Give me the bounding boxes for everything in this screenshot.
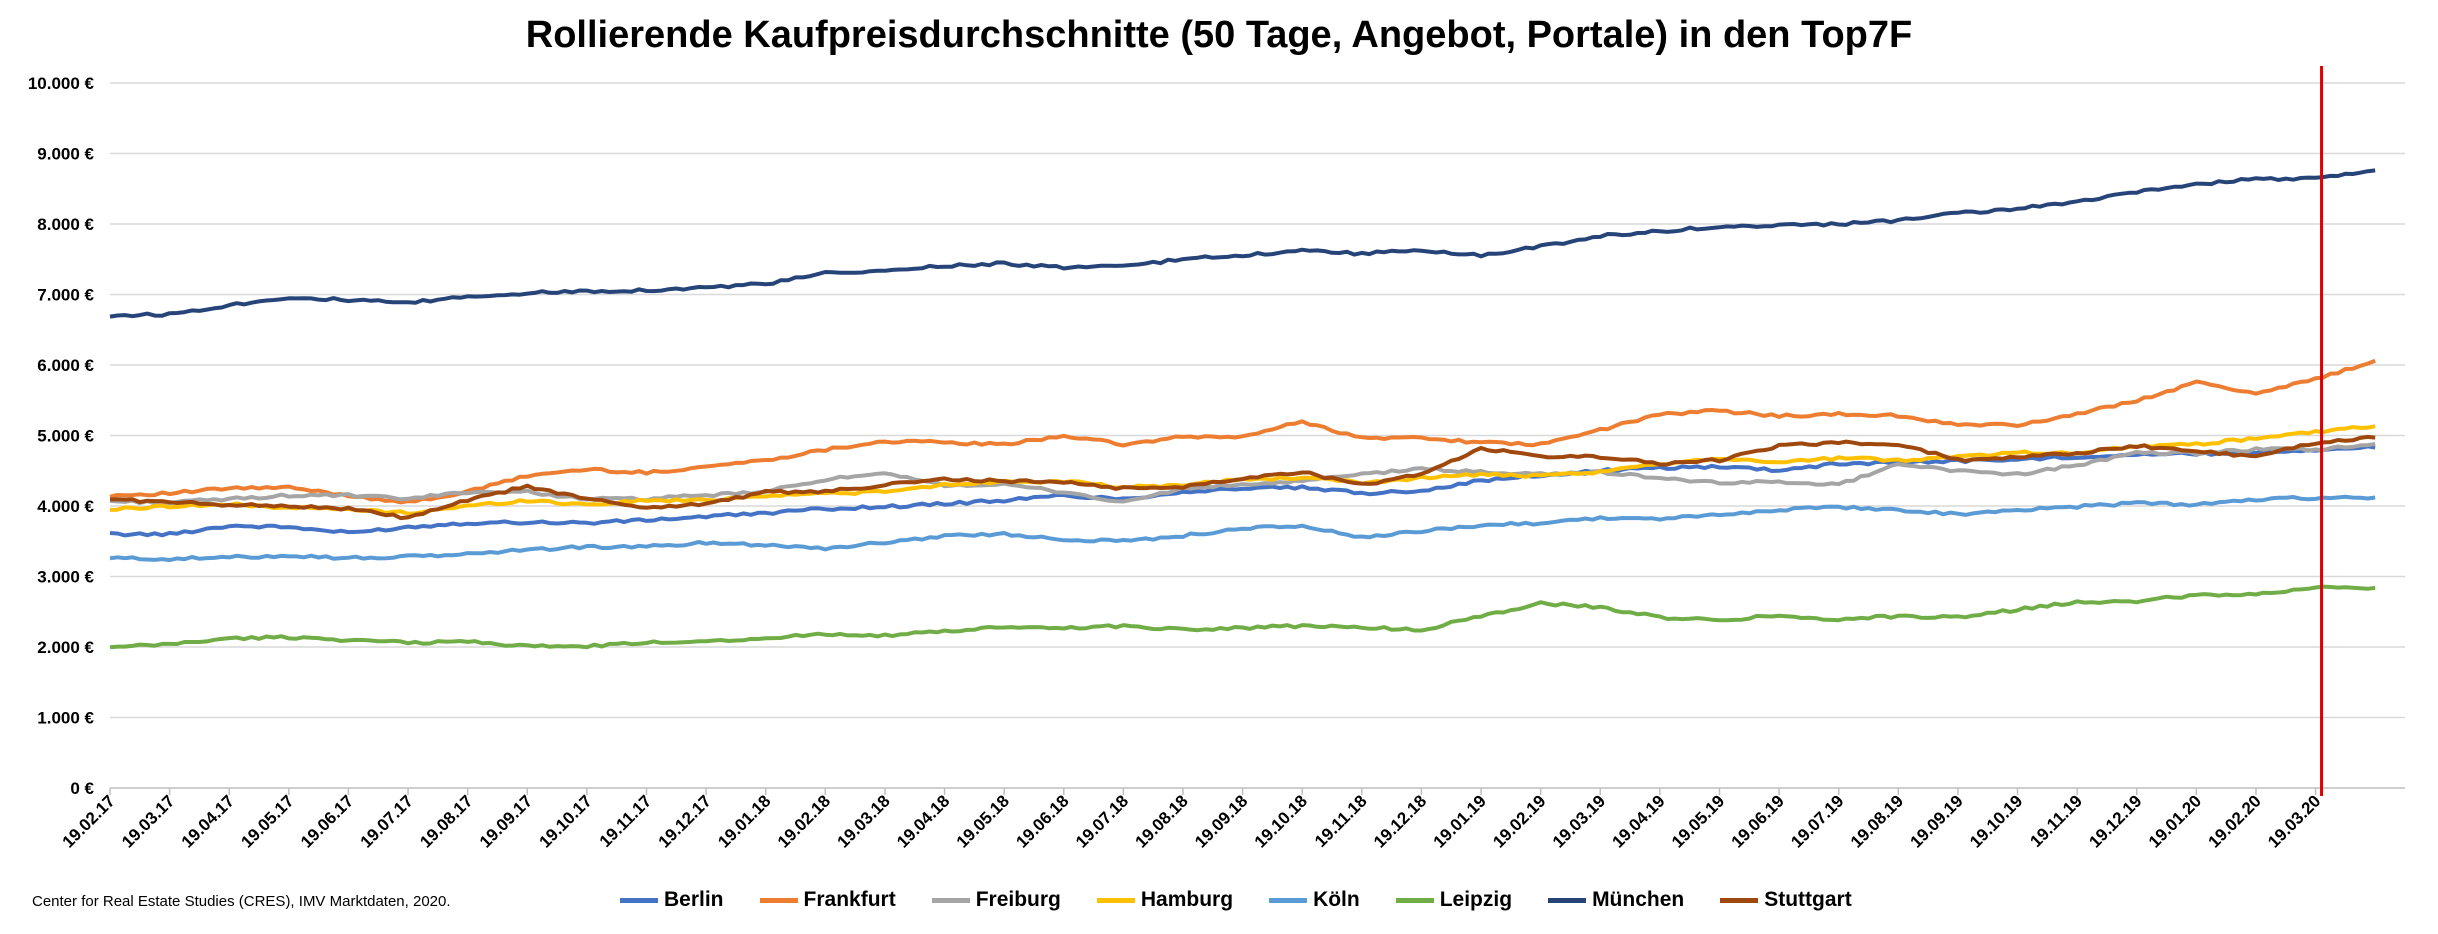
x-tick-label: 19.06.18 xyxy=(1012,791,1072,851)
x-tick-label: 19.08.17 xyxy=(416,791,476,851)
x-tick-label: 19.08.19 xyxy=(1847,791,1907,851)
y-tick-label: 3.000 € xyxy=(37,568,94,587)
series-line-münchen xyxy=(109,168,2376,319)
y-tick-label: 4.000 € xyxy=(37,497,94,516)
legend-label: Leipzig xyxy=(1439,888,1513,911)
source-note: Center for Real Estate Studies (CRES), I… xyxy=(32,893,451,910)
x-tick-label: 19.01.19 xyxy=(1430,791,1490,851)
legend-swatch xyxy=(620,897,658,903)
legend-label: Freiburg xyxy=(975,888,1061,911)
x-tick-label: 19.10.18 xyxy=(1251,791,1311,851)
x-tick-label: 19.12.19 xyxy=(2085,791,2145,851)
legend-label: Berlin xyxy=(664,888,724,911)
x-tick-label: 19.09.18 xyxy=(1191,791,1251,851)
x-tick-label: 19.08.18 xyxy=(1132,791,1192,851)
x-tick-label: 19.07.19 xyxy=(1787,791,1847,851)
x-tick-label: 19.12.18 xyxy=(1370,791,1430,851)
x-tick-label: 19.01.18 xyxy=(714,791,774,851)
legend: Berlin Frankfurt Freiburg Hamburg Köln Leipzi… xyxy=(620,888,1852,912)
y-tick-label: 10.000 € xyxy=(28,74,95,93)
y-tick-label: 2.000 € xyxy=(37,638,94,657)
series-line-stuttgart xyxy=(109,434,2376,521)
y-tick-label: 6.000 € xyxy=(37,356,94,375)
x-tick-label: 19.05.19 xyxy=(1668,791,1728,851)
series-line-köln xyxy=(109,494,2376,563)
y-tick-label: 7.000 € xyxy=(37,286,94,305)
x-tick-label: 19.04.19 xyxy=(1608,791,1668,851)
x-tick-label: 19.03.19 xyxy=(1549,791,1609,851)
series-line-frankfurt xyxy=(109,358,2376,505)
legend-item: Hamburg xyxy=(1096,888,1234,912)
series-line-freiburg xyxy=(109,442,2376,506)
legend-swatch xyxy=(1395,897,1434,903)
x-tick-label: 19.09.17 xyxy=(476,791,536,851)
x-tick-label: 19.03.17 xyxy=(118,791,178,851)
series-line-berlin xyxy=(109,444,2376,538)
x-tick-label: 19.02.18 xyxy=(774,791,834,851)
legend-item: Berlin xyxy=(620,888,724,912)
series-layer xyxy=(109,168,2376,650)
legend-item: Köln xyxy=(1269,888,1360,912)
x-tick-label: 19.07.18 xyxy=(1072,791,1132,851)
x-tick-label: 19.06.19 xyxy=(1728,791,1788,851)
legend-label: Stuttgart xyxy=(1764,888,1852,911)
legend-label: München xyxy=(1592,888,1685,911)
x-tick-label: 19.02.20 xyxy=(2205,791,2265,851)
chart-title: Rollierende Kaufpreisdurchschnitte (50 T… xyxy=(525,14,1913,56)
x-tick-label: 19.12.17 xyxy=(655,791,715,851)
legend-swatch xyxy=(759,897,798,903)
legend-swatch xyxy=(1720,897,1759,903)
legend-swatch xyxy=(1096,897,1135,903)
x-tick-label: 19.02.19 xyxy=(1489,791,1549,851)
x-tick-label: 19.11.19 xyxy=(2026,791,2086,851)
y-tick-label: 5.000 € xyxy=(37,427,94,446)
legend-swatch xyxy=(1548,897,1587,903)
legend-label: Köln xyxy=(1313,888,1360,911)
legend-item: München xyxy=(1548,888,1684,912)
legend-swatch xyxy=(931,897,970,903)
x-tick-label: 19.01.20 xyxy=(2145,791,2205,851)
legend-item: Freiburg xyxy=(931,888,1061,912)
y-tick-label: 9.000 € xyxy=(37,145,94,164)
x-tick-label: 19.05.18 xyxy=(953,791,1013,851)
x-tick-label: 19.03.20 xyxy=(2264,791,2324,851)
y-tick-label: 0 € xyxy=(70,779,94,798)
y-axis: 0 € 1.000 € 2.000 € 3.000 € 4.000 € 5.000 € 6.… xyxy=(28,74,95,798)
legend-label: Hamburg xyxy=(1140,888,1234,911)
x-tick-label: 19.04.18 xyxy=(893,791,953,851)
series-line-leipzig xyxy=(109,584,2376,650)
x-tick-label: 19.07.17 xyxy=(357,791,417,851)
x-tick-label: 19.11.17 xyxy=(596,791,656,851)
y-tick-label: 1.000 € xyxy=(37,709,94,728)
legend-swatch xyxy=(1269,897,1308,903)
x-tick-label: 19.04.17 xyxy=(178,791,238,851)
legend-item: Stuttgart xyxy=(1720,888,1852,912)
x-tick-label: 19.11.18 xyxy=(1311,791,1371,851)
x-tick-label: 19.05.17 xyxy=(237,791,297,851)
y-tick-label: 8.000 € xyxy=(37,215,94,234)
legend-item: Frankfurt xyxy=(759,888,896,912)
legend-item: Leipzig xyxy=(1395,888,1513,912)
x-tick-label: 19.10.17 xyxy=(535,791,595,851)
x-tick-label: 19.02.17 xyxy=(59,791,119,851)
x-tick-label: 19.06.17 xyxy=(297,791,357,851)
x-tick-label: 19.03.18 xyxy=(834,791,894,851)
x-axis: 19.02.17 19.03.17 19.04.17 19.05.17 19.06.17… xyxy=(59,788,2324,852)
legend-label: Frankfurt xyxy=(803,888,896,911)
x-tick-label: 19.10.19 xyxy=(1966,791,2026,851)
x-tick-label: 19.09.19 xyxy=(1907,791,1967,851)
